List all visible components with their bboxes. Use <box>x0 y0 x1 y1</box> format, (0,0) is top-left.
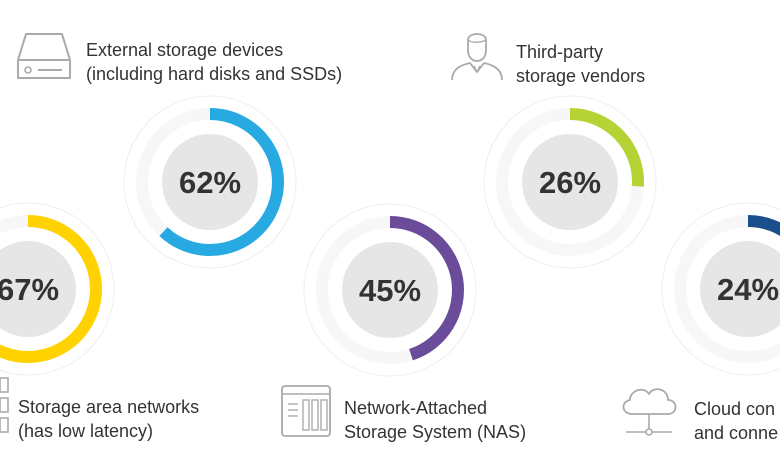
hard-drive-icon <box>17 33 71 79</box>
storage-rack-icon <box>0 377 9 433</box>
label-line: Network-Attached <box>344 398 488 418</box>
donut-26: 26% <box>483 95 657 269</box>
label-third-party: Third-party storage vendors <box>516 40 645 88</box>
donut-arc <box>389 216 464 361</box>
donut-24: 24% <box>661 202 780 376</box>
donut-value-label: 45% <box>359 273 421 308</box>
donut-67: 67% <box>0 202 115 376</box>
label-line: and conne <box>694 423 779 443</box>
donut-center <box>0 241 76 337</box>
donut-value-label: 24% <box>717 272 779 307</box>
donut-center <box>162 134 258 230</box>
person-icon <box>451 33 503 81</box>
label-cloud: Cloud con and conne <box>694 397 778 445</box>
label-line: (including hard disks and SSDs) <box>86 64 343 84</box>
label-line: Third-party <box>516 42 604 62</box>
donut-arc <box>569 108 644 187</box>
donut-arc <box>0 215 102 363</box>
donut-center <box>342 242 438 338</box>
label-line: Storage area networks <box>18 397 200 417</box>
label-line: Cloud con <box>694 399 776 419</box>
nas-device-icon <box>281 385 331 437</box>
label-line: (has low latency) <box>18 421 154 441</box>
donut-center <box>700 241 780 337</box>
donut-value-label: 62% <box>179 165 241 200</box>
donut-value-label: 26% <box>539 165 601 200</box>
cloud-icon <box>622 388 677 436</box>
label-san: Storage area networks (has low latency) <box>18 395 199 443</box>
label-nas: Network-Attached Storage System (NAS) <box>344 396 526 444</box>
donut-45: 45% <box>303 203 477 377</box>
label-line: Storage System (NAS) <box>344 422 527 442</box>
donut-arc <box>159 108 284 256</box>
donut-center <box>522 134 618 230</box>
label-external-storage: External storage devices (including hard… <box>86 38 342 86</box>
donut-62: 62% <box>123 95 297 269</box>
donut-arc <box>747 215 780 236</box>
label-line: External storage devices <box>86 40 284 60</box>
donut-value-label: 67% <box>0 272 59 307</box>
label-line: storage vendors <box>516 66 646 86</box>
